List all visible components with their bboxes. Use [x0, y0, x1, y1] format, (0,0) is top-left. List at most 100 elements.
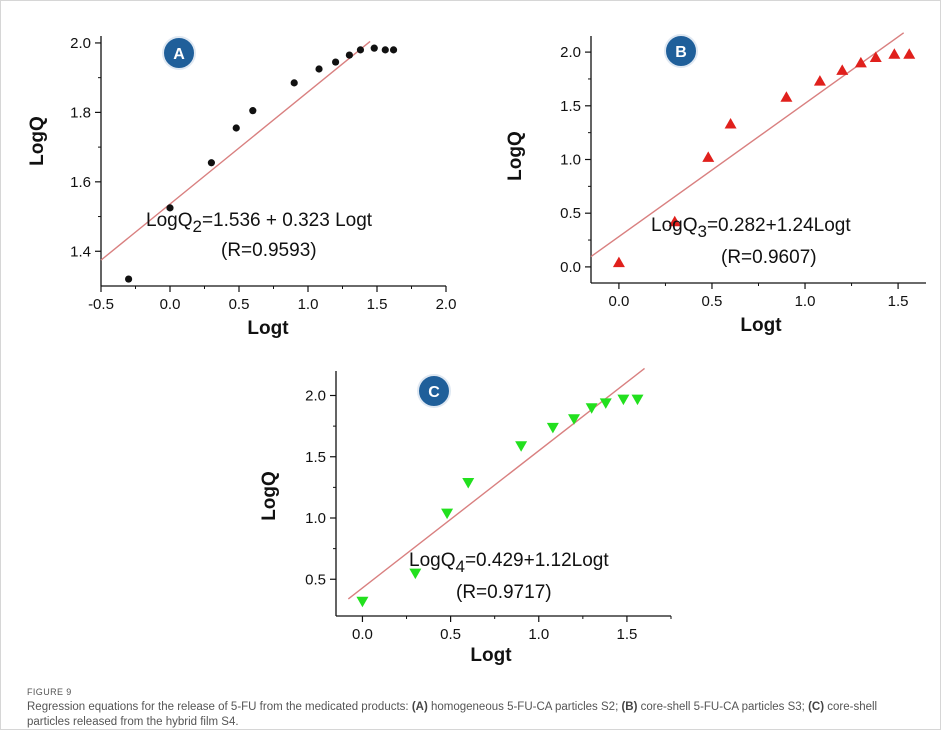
y-tick-label: 2.0: [560, 44, 581, 61]
panel-badge: A: [162, 36, 196, 70]
data-point: [546, 422, 559, 434]
x-tick-label: 0.5: [229, 296, 250, 313]
y-tick-label: 0.5: [560, 205, 581, 222]
correlation-coefficient: (R=0.9717): [456, 582, 552, 603]
caption-b-text: core-shell 5-FU-CA particles S3;: [637, 701, 809, 713]
data-point: [381, 46, 389, 54]
data-point: [813, 75, 826, 86]
y-tick-label: 1.8: [70, 104, 91, 121]
data-point: [441, 508, 454, 520]
figure-label: FIGURE 9: [27, 687, 72, 697]
data-point: [903, 48, 916, 59]
equation-subscript: 3: [697, 222, 706, 241]
x-tick-label: 1.5: [888, 293, 909, 310]
y-tick-label: 1.5: [305, 449, 326, 466]
data-point: [612, 256, 625, 268]
data-point: [780, 91, 793, 102]
panel-badge: C: [417, 374, 451, 408]
equation-prefix: LogQ: [146, 210, 192, 231]
regression-equation: LogQ4=0.429+1.12Logt: [409, 550, 609, 576]
chart-panel-c: 0.0 0.5 1.0 1.50.51.01.52.0LogtLogQLogQ4=0.…: [259, 367, 672, 666]
x-axis-label: Logt: [470, 645, 512, 666]
data-point: [356, 596, 369, 608]
y-tick-label: 0.5: [305, 571, 326, 588]
x-tick-label: 1.5: [616, 626, 637, 643]
x-tick-label: 2.0: [436, 296, 457, 313]
x-tick-label: 0.5: [440, 626, 461, 643]
data-point: [515, 441, 528, 452]
y-tick-label: 1.4: [70, 243, 91, 260]
panel-badge-circle: [417, 374, 451, 408]
equation-subscript: 4: [455, 557, 464, 576]
equation-body: =1.536 + 0.323 Logt: [202, 210, 373, 231]
x-tick-label: -0.5: [88, 296, 114, 313]
caption-intro: Regression equations for the release of …: [27, 701, 412, 713]
y-tick-label: 2.0: [305, 388, 326, 405]
regression-equation: LogQ3=0.282+1.24Logt: [651, 215, 851, 241]
y-tick-label: 0.0: [560, 259, 581, 276]
y-axis-label: LogQ: [505, 131, 526, 181]
data-point: [166, 204, 174, 212]
panel-badge-label: B: [675, 44, 687, 61]
correlation-coefficient: (R=0.9593): [221, 240, 317, 261]
x-tick-label: 1.0: [528, 626, 549, 643]
data-point: [568, 414, 581, 425]
data-point: [724, 118, 737, 129]
data-point: [232, 124, 240, 132]
regression-equation: LogQ2=1.536 + 0.323 Logt: [146, 210, 373, 236]
panel-badge-label: A: [173, 46, 185, 63]
y-tick-label: 1.0: [305, 510, 326, 527]
caption-a-text: homogeneous 5-FU-CA particles S2;: [427, 701, 622, 713]
x-tick-label: 0.0: [352, 626, 373, 643]
data-point: [631, 394, 644, 406]
y-tick-label: 1.5: [560, 98, 581, 115]
caption-text: Regression equations for the release of …: [27, 700, 917, 730]
y-axis-label: LogQ: [259, 471, 280, 521]
chart-panel-b: 0.0 0.5 1.0 1.50.00.51.01.52.0LogtLogQLogQ3…: [505, 32, 926, 336]
x-axis-label: Logt: [247, 318, 289, 339]
panel-badge-label: C: [428, 384, 440, 401]
data-point: [125, 275, 133, 283]
panel-badge-circle: [162, 36, 196, 70]
x-tick-label: 0.5: [702, 293, 723, 310]
y-tick-label: 2.0: [70, 35, 91, 52]
data-point: [249, 107, 257, 115]
regression-line: [100, 40, 371, 261]
y-tick-label: 1.0: [560, 152, 581, 169]
data-point: [356, 46, 365, 54]
chart-panel-a: -0.5 0.0 0.5 1.0 1.5 2.01.41.61.82.0LogtLogQL…: [27, 35, 457, 339]
data-point: [345, 51, 353, 59]
data-point: [869, 51, 882, 62]
x-tick-label: 0.0: [160, 296, 181, 313]
data-point: [332, 58, 340, 66]
caption-c-text: core-shell particles released from the h…: [27, 701, 878, 728]
regression-line: [590, 32, 905, 258]
y-axis-label: LogQ: [27, 116, 48, 166]
equation-prefix: LogQ: [409, 550, 455, 571]
data-point: [207, 159, 215, 167]
figure-caption: FIGURE 9 Regression equations for the re…: [27, 687, 917, 730]
x-axis-label: Logt: [740, 315, 782, 336]
equation-prefix: LogQ: [651, 215, 697, 236]
data-point: [585, 403, 598, 414]
equation-subscript: 2: [192, 217, 201, 236]
data-point: [668, 215, 681, 227]
x-tick-label: 0.0: [608, 293, 629, 310]
panel-badge-circle: [664, 34, 698, 68]
x-tick-label: 1.0: [298, 296, 319, 313]
caption-tag-b: (B): [621, 701, 638, 713]
caption-tag-c: (C): [808, 701, 825, 713]
data-point: [836, 64, 849, 75]
data-point: [462, 477, 475, 489]
x-tick-label: 1.0: [795, 293, 816, 310]
correlation-coefficient: (R=0.9607): [721, 247, 817, 268]
data-point: [389, 46, 398, 54]
data-point: [888, 48, 901, 59]
data-point: [290, 79, 298, 87]
caption-tag-a: (A): [411, 701, 428, 713]
x-tick-label: 1.5: [367, 296, 388, 313]
y-tick-label: 1.6: [70, 174, 91, 191]
panel-badge: B: [664, 34, 698, 68]
data-point: [617, 394, 630, 406]
